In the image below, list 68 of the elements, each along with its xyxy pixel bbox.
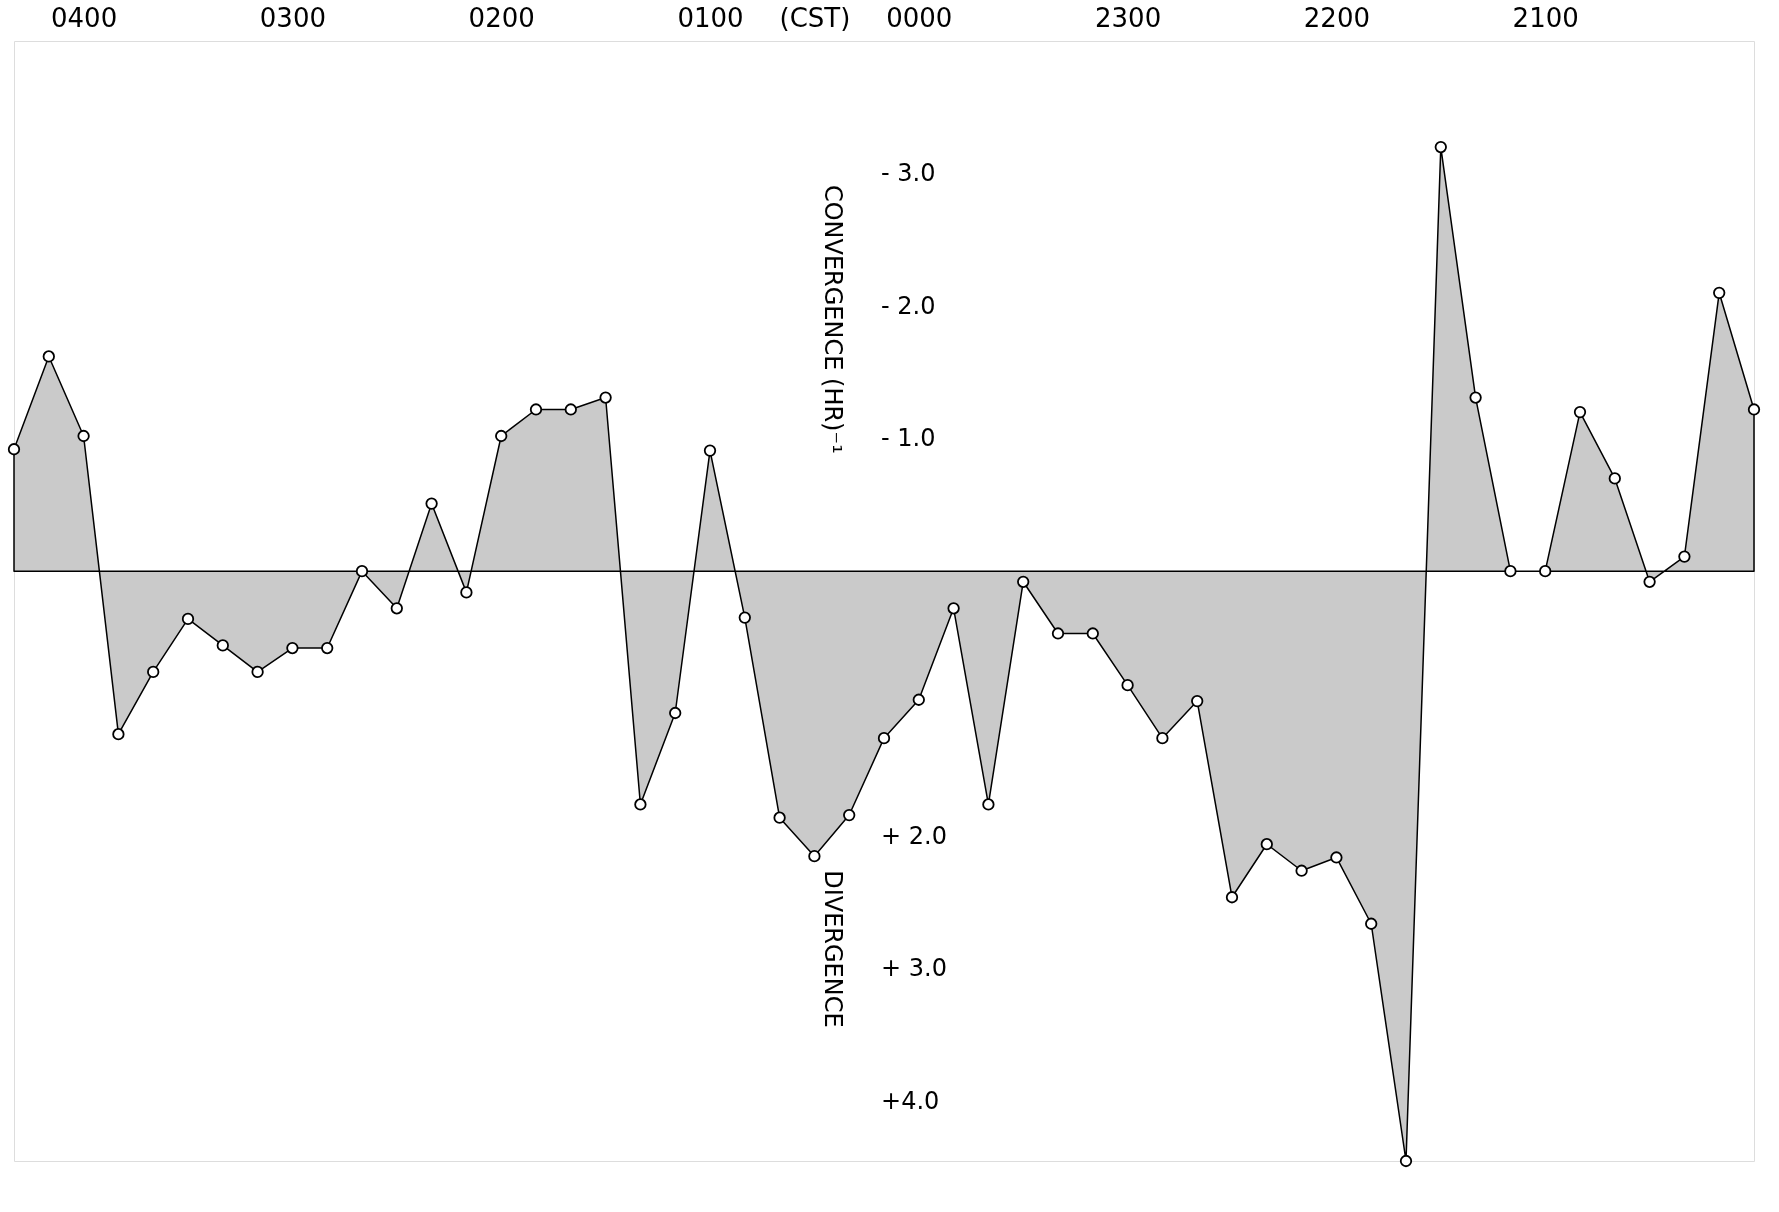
point	[216, 639, 229, 652]
point	[1191, 694, 1204, 708]
annotation: DIVERGENCE	[818, 870, 847, 1028]
point	[1539, 565, 1552, 578]
point	[982, 798, 995, 811]
point	[7, 443, 21, 456]
point	[425, 497, 438, 510]
point	[912, 693, 925, 706]
y-tick-label: + 3.0	[881, 954, 947, 983]
point	[738, 611, 751, 624]
x-tick-label: 0000	[886, 2, 953, 33]
x-tick-label: 0100	[677, 2, 744, 33]
x-tick-label: 2200	[1303, 2, 1370, 33]
point	[1260, 838, 1273, 851]
point	[251, 665, 264, 679]
point	[390, 602, 403, 615]
point	[808, 850, 821, 863]
point	[1399, 1154, 1413, 1168]
point	[147, 665, 160, 679]
y-tick-label: +4.0	[881, 1086, 940, 1115]
point	[1121, 679, 1134, 692]
y-tick-label: - 1.0	[881, 424, 936, 453]
x-tick-label: 2300	[1095, 2, 1162, 33]
point	[1434, 140, 1447, 154]
point	[1330, 851, 1343, 864]
point	[321, 641, 334, 655]
point	[634, 798, 647, 811]
point	[1365, 917, 1378, 930]
point	[564, 403, 577, 416]
point	[355, 565, 369, 578]
point	[1713, 286, 1726, 299]
y-tick-label: - 3.0	[881, 159, 936, 188]
point	[1608, 472, 1621, 485]
x-tick-label: 0300	[259, 2, 326, 33]
point	[669, 706, 682, 720]
point	[1086, 627, 1099, 640]
point	[1225, 891, 1239, 904]
point	[1643, 575, 1656, 588]
point	[529, 403, 543, 416]
point	[42, 350, 55, 363]
point	[877, 732, 891, 745]
point	[1051, 627, 1065, 640]
x-tick-label: 0200	[468, 2, 535, 33]
point	[703, 444, 717, 457]
y-tick-label: - 2.0	[881, 291, 936, 320]
point	[1573, 405, 1587, 419]
point	[1156, 732, 1169, 745]
x-tick-label: 2100	[1512, 2, 1579, 33]
point	[460, 586, 473, 599]
point	[1678, 550, 1691, 563]
point	[112, 728, 125, 741]
point	[947, 602, 960, 615]
point	[77, 429, 90, 443]
point	[181, 612, 195, 626]
point	[1504, 565, 1517, 578]
x-tick-label: 0400	[51, 2, 118, 33]
point	[1017, 575, 1030, 588]
y-tick-label: + 2.0	[881, 821, 947, 850]
x-axis-title: (CST)	[779, 2, 851, 33]
point	[1295, 864, 1308, 877]
point	[1747, 403, 1761, 416]
point	[286, 641, 299, 655]
point	[599, 391, 612, 404]
point	[773, 811, 786, 824]
point	[1469, 391, 1482, 404]
point	[495, 429, 508, 443]
y-axis-title: CONVERGENCE (HR)⁻¹	[818, 184, 847, 454]
point	[843, 808, 856, 822]
